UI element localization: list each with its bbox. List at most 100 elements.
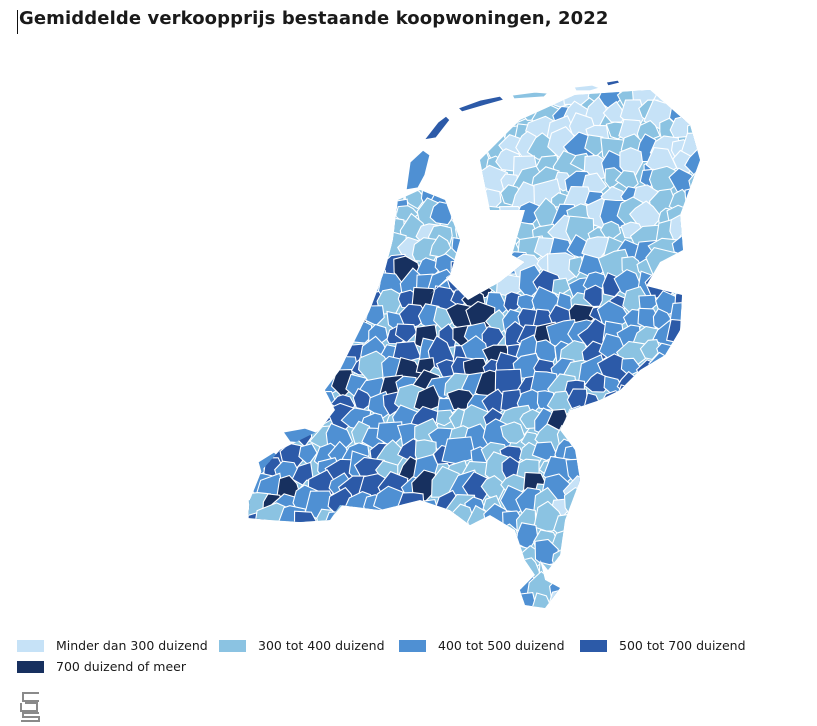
municipality-cell (377, 170, 403, 193)
municipality-cell (363, 512, 390, 541)
municipality-cell (309, 172, 338, 199)
municipality-cell (451, 128, 485, 165)
rottumeroog-island (605, 79, 621, 87)
municipality-cell (291, 195, 326, 234)
municipality-cell (565, 405, 592, 434)
municipality-cell (248, 111, 269, 139)
municipality-cell (341, 149, 370, 181)
municipality-cell (248, 581, 263, 602)
municipality-cell (652, 505, 681, 538)
municipality-cell (248, 150, 253, 184)
municipality-cell (483, 546, 502, 565)
municipality-cell (256, 95, 291, 125)
municipality-cell (362, 237, 390, 261)
municipality-cell (619, 571, 646, 602)
municipality-cell (632, 546, 665, 575)
municipality-cell (316, 106, 335, 126)
municipality-cell (290, 557, 317, 587)
municipality-cell (300, 594, 322, 608)
municipality-cell (412, 90, 437, 109)
municipality-cell (264, 153, 290, 181)
municipality-cell (316, 259, 344, 282)
municipality-cell (363, 90, 386, 106)
municipality-cell (260, 353, 286, 380)
municipality-cell (248, 114, 250, 142)
municipality-cell (450, 576, 478, 605)
municipality-cell (341, 228, 376, 266)
municipality-cell (325, 306, 354, 336)
municipality-cell (687, 459, 700, 483)
municipality-cell (270, 167, 305, 194)
municipality-cell (673, 90, 699, 94)
municipality-cell (575, 503, 610, 535)
municipality-cell (348, 259, 373, 283)
municipality-cell (299, 374, 320, 393)
municipality-cell (248, 525, 258, 557)
municipality-cell (604, 422, 626, 446)
municipality-cell (364, 528, 390, 558)
municipality-cell (592, 487, 628, 519)
municipality-cell (277, 67, 298, 89)
terschelling-island (456, 95, 506, 113)
municipality-cell (656, 542, 676, 567)
municipality-cell (548, 559, 580, 588)
municipality-cell (293, 120, 317, 142)
municipality-cell (597, 458, 624, 483)
municipality-cell (248, 342, 269, 363)
legend-swatch-3 (399, 639, 426, 652)
legend-swatch-4 (580, 639, 607, 652)
municipality-cell (248, 304, 270, 325)
municipality-cell (351, 175, 375, 197)
municipality-cell (248, 135, 266, 164)
municipality-cell (299, 321, 324, 342)
municipality-cell (360, 206, 392, 238)
municipality-cell (262, 254, 291, 287)
municipality-cell (248, 369, 252, 397)
municipality-cell (277, 348, 310, 382)
municipality-cell (585, 487, 615, 517)
municipality-cell (665, 318, 697, 345)
municipality-cell (366, 560, 388, 581)
municipality-cell (363, 588, 391, 608)
municipality-cell (248, 390, 270, 416)
municipality-cell (255, 561, 283, 592)
municipality-cell (277, 220, 305, 242)
municipality-cell (260, 372, 285, 399)
municipality-cell (320, 224, 341, 243)
municipality-cell (663, 569, 697, 603)
municipality-cell (341, 545, 374, 578)
municipality-cell (347, 511, 367, 531)
municipality-cell (361, 573, 390, 602)
legend-label-1: Minder dan 300 duizend (56, 638, 208, 653)
municipality-cell (428, 90, 457, 112)
municipality-cell (278, 363, 308, 402)
municipality-cell (399, 119, 425, 145)
municipality-cell (248, 255, 255, 284)
municipality-cell (248, 90, 249, 109)
municipality-cell (248, 166, 267, 196)
municipality-cell (263, 325, 284, 348)
municipality-cell (632, 474, 662, 502)
municipality-cell (482, 221, 510, 246)
municipality-cell (277, 250, 310, 278)
municipality-cell (297, 90, 327, 95)
municipality-cell (327, 288, 357, 310)
municipality-cell (288, 331, 323, 366)
municipality-cell (684, 532, 700, 557)
municipality-cell (674, 560, 697, 582)
municipality-cell (498, 90, 527, 96)
municipality-cell (293, 387, 322, 414)
municipality-cell (688, 495, 700, 518)
municipality-cell (396, 562, 420, 583)
municipality-cell (648, 562, 686, 593)
municipality-cell (248, 295, 270, 316)
municipality-cell (669, 372, 697, 397)
municipality-cell (634, 457, 657, 485)
municipality-cell (471, 226, 491, 247)
municipality-cell (679, 536, 700, 568)
municipality-cell (248, 561, 255, 585)
municipality-cell (263, 222, 286, 248)
municipality-cell (248, 595, 255, 608)
municipality-cell (450, 206, 480, 228)
municipality-cell (380, 598, 411, 608)
